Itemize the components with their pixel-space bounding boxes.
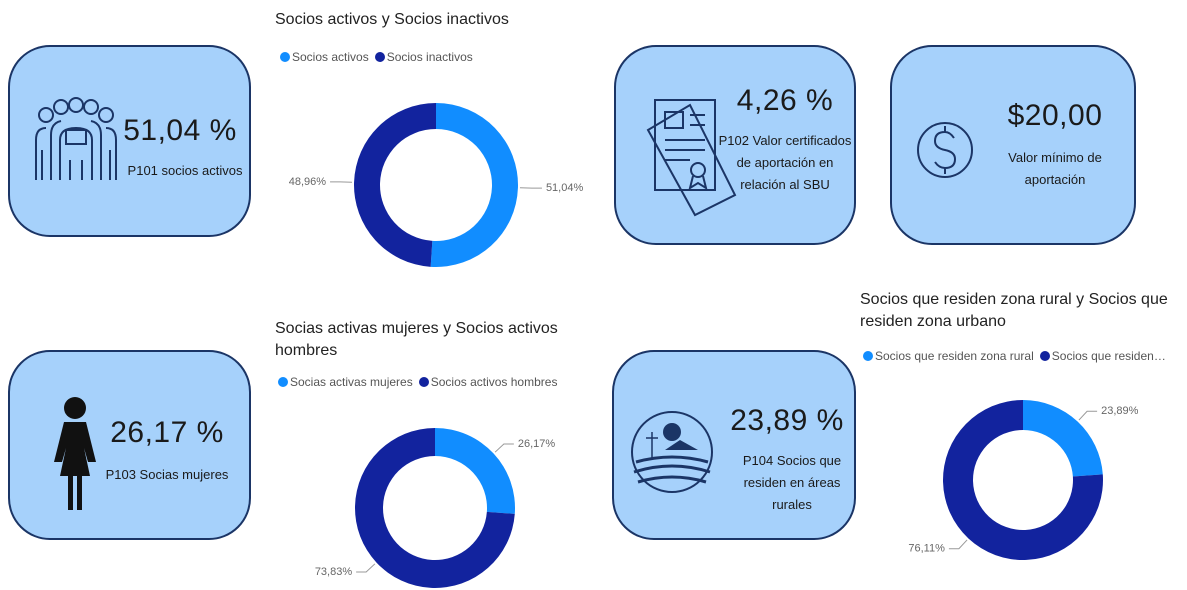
legend-item: Socios que residen zona rural bbox=[863, 349, 1034, 363]
legend-label: Socios que residen… bbox=[1051, 349, 1166, 363]
leader-line bbox=[1078, 410, 1098, 421]
data-label: 76,11% bbox=[908, 543, 945, 555]
kpi-label: Valor mínimo de aportación bbox=[1008, 150, 1102, 187]
legend-label: Socios inactivos bbox=[386, 50, 473, 64]
legend-item: Socios activos hombres bbox=[418, 375, 558, 389]
kpi-card bbox=[890, 45, 1136, 245]
legend: Socias activas mujeres Socios activos hom… bbox=[278, 375, 557, 389]
legend-swatch bbox=[278, 377, 288, 387]
kpi-label: P102 Valor certificados de aportación en… bbox=[718, 133, 852, 192]
rural-icon bbox=[631, 411, 713, 493]
data-label: 73,83% bbox=[315, 566, 353, 578]
legend-label: Socias activas mujeres bbox=[290, 375, 413, 389]
data-label: 48,96% bbox=[289, 176, 327, 188]
woman-icon bbox=[54, 397, 96, 510]
legend-swatch bbox=[863, 351, 873, 361]
legend-label: Socios activos bbox=[292, 50, 369, 64]
legend-item: Socios inactivos bbox=[374, 50, 473, 64]
legend-item: Socias activas mujeres bbox=[278, 375, 413, 389]
kpi-value: 26,17 % bbox=[110, 416, 224, 449]
kpi-value: 4,26 % bbox=[736, 84, 834, 117]
legend-swatch bbox=[1039, 351, 1050, 361]
legend-swatch bbox=[280, 52, 290, 62]
donut-segment bbox=[435, 428, 515, 514]
legend-item: Socios activos bbox=[280, 50, 369, 64]
donut-segment bbox=[1023, 400, 1103, 477]
dollar-icon bbox=[917, 122, 973, 178]
people-icon bbox=[35, 97, 117, 180]
kpi-value: 51,04 % bbox=[123, 114, 237, 147]
kpi-label: P101 socios activos bbox=[127, 163, 243, 178]
data-label: 26,17% bbox=[518, 438, 556, 450]
data-label: 23,89% bbox=[1101, 405, 1139, 417]
leader-line bbox=[494, 443, 514, 453]
legend-swatch bbox=[374, 52, 385, 62]
certificate-icon bbox=[646, 99, 737, 217]
donut-segment bbox=[430, 103, 519, 267]
chart-title: Socias activas mujeres y Socios activos … bbox=[275, 320, 558, 359]
legend: Socios que residen zona rural Socios que … bbox=[863, 349, 1166, 363]
chart-title: Socios que residen zona rural y Socios q… bbox=[860, 291, 1168, 330]
legend-label: Socios activos hombres bbox=[430, 375, 558, 389]
kpi-label: P104 Socios que residen en áreas rurales bbox=[742, 453, 842, 512]
leader-line bbox=[356, 563, 376, 573]
legend-label: Socios que residen zona rural bbox=[875, 349, 1034, 363]
data-label: 51,04% bbox=[546, 182, 584, 194]
kpi-label: P103 Socias mujeres bbox=[105, 467, 229, 482]
kpi-value: $20,00 bbox=[1007, 99, 1103, 132]
legend: Socios activos Socios inactivos bbox=[280, 50, 473, 64]
legend-item: Socios que residen… bbox=[1039, 349, 1166, 363]
kpi-card bbox=[8, 350, 251, 540]
kpi-card bbox=[8, 45, 251, 237]
donut-segment bbox=[943, 400, 1103, 561]
kpi-value: 23,89 % bbox=[730, 404, 844, 437]
donut-segment bbox=[355, 428, 515, 588]
chart-title: Socios activos y Socios inactivos bbox=[275, 11, 509, 28]
legend-swatch bbox=[418, 377, 429, 387]
donut-segment bbox=[354, 103, 436, 267]
leader-line bbox=[948, 539, 968, 550]
